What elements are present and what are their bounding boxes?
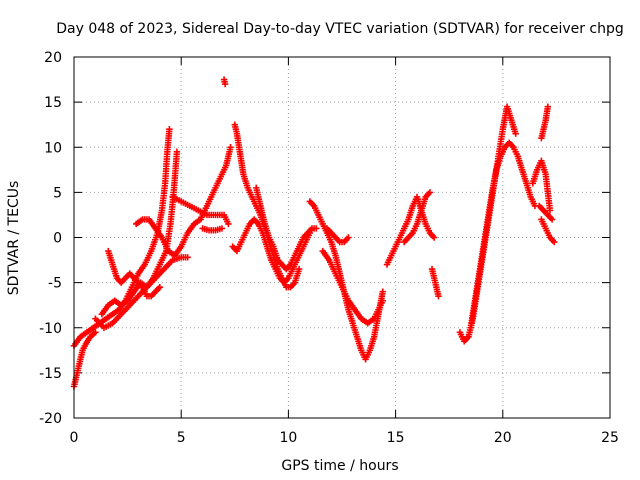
series-arc-k	[229, 216, 314, 286]
x-tick-labels: 0 5 10 15 20 25	[70, 430, 619, 446]
series-arc-f	[132, 144, 234, 259]
x-tick-label: 20	[494, 430, 512, 446]
plot-frame	[73, 56, 611, 419]
y-tick-label: -15	[39, 366, 62, 382]
data-point	[221, 80, 229, 88]
y-tick-label: -10	[39, 321, 62, 337]
data-point	[379, 288, 386, 295]
series-arc-i	[220, 76, 229, 88]
data-point	[92, 329, 99, 336]
x-axis-label: GPS time / hours	[281, 458, 398, 474]
series-arc-u	[529, 157, 554, 214]
data-point	[430, 234, 438, 241]
data-point	[548, 216, 556, 223]
data-point	[546, 207, 554, 214]
data-point	[551, 238, 558, 246]
series-arc-r	[428, 265, 442, 300]
data-point	[295, 265, 303, 273]
data-point	[345, 234, 352, 241]
grid	[73, 56, 611, 419]
data-point	[173, 148, 181, 155]
data-point	[218, 225, 226, 232]
data-point	[166, 126, 173, 133]
y-tick-label: -20	[39, 411, 62, 427]
data-point	[156, 283, 163, 291]
x-tick-label: 5	[177, 430, 186, 446]
y-tick-label: 0	[53, 231, 62, 247]
data-point	[512, 130, 519, 137]
data-point	[227, 144, 234, 151]
series-arc-t	[467, 139, 539, 331]
series-arc-q	[400, 189, 434, 246]
x-tick-label: 15	[387, 430, 405, 446]
x-tick-label: 0	[70, 430, 79, 446]
data-point	[225, 220, 232, 228]
data-points	[70, 76, 558, 390]
series-arc-n	[319, 247, 386, 327]
data-point	[435, 292, 442, 300]
series-arc-o	[323, 225, 352, 246]
y-tick-labels: -20 -15 -10 -5 0 5 10 15 20	[39, 50, 62, 427]
series-arc-x	[536, 202, 556, 223]
x-tick-label: 10	[279, 430, 297, 446]
series-arc-g	[169, 193, 232, 228]
y-tick-label: 5	[53, 185, 62, 201]
data-point	[313, 225, 320, 232]
data-point	[544, 103, 552, 110]
y-tick-label: 15	[44, 95, 62, 111]
y-tick-label: 20	[44, 50, 62, 66]
series-arc-a	[70, 329, 99, 390]
series-arc-h	[199, 225, 226, 234]
x-tick-label: 25	[601, 430, 619, 446]
series-arc-d	[105, 247, 163, 300]
data-point	[426, 189, 434, 196]
y-tick-label: 10	[44, 140, 62, 156]
series-arc-e	[92, 254, 191, 331]
data-point	[379, 297, 386, 304]
series-arc-w	[538, 216, 558, 246]
series-arc-p	[383, 193, 438, 268]
y-axis-label: SDTVAR / TECUs	[6, 181, 22, 296]
series-arc-v	[538, 103, 552, 142]
series-arc-l	[253, 184, 320, 273]
y-tick-label: -5	[48, 276, 62, 292]
chart-title: Day 048 of 2023, Sidereal Day-to-day VTE…	[56, 21, 624, 37]
data-point	[184, 254, 191, 261]
series-arc-m	[306, 198, 386, 363]
